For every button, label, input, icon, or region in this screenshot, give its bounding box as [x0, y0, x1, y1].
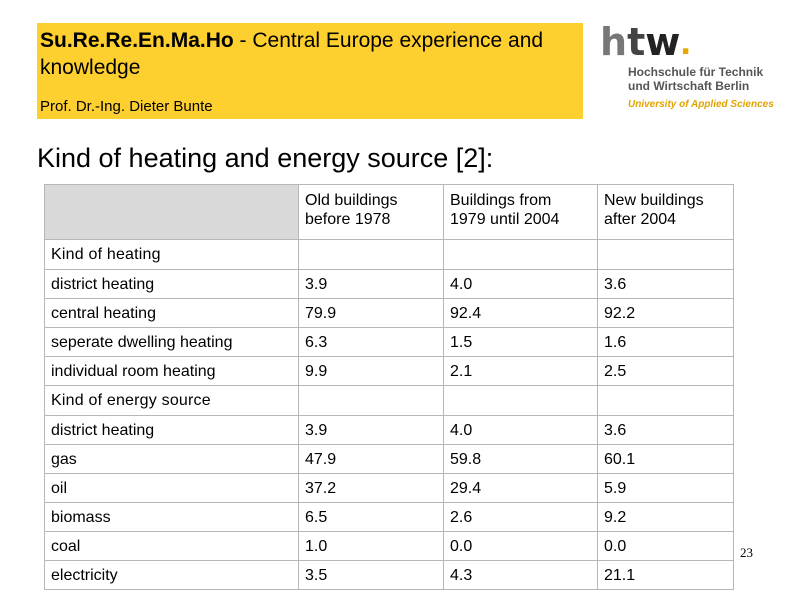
table-cell: 2.5 — [597, 356, 734, 386]
table-cell: 1.0 — [298, 531, 444, 561]
table-cell: 37.2 — [298, 473, 444, 503]
logo-letter-h: h — [600, 20, 628, 64]
header-banner: Su.Re.Re.En.Ma.Ho - Central Europe exper… — [37, 23, 583, 119]
row-label: gas — [44, 444, 299, 474]
table-cell: 9.9 — [298, 356, 444, 386]
table-cell — [298, 385, 444, 416]
row-label: oil — [44, 473, 299, 503]
row-label: coal — [44, 531, 299, 561]
table-corner-cell — [44, 184, 299, 240]
header-title-rest: - Central Europe experience and knowledg… — [40, 29, 544, 79]
table-cell: 6.5 — [298, 502, 444, 532]
table-cell: 1.5 — [443, 327, 598, 357]
table-cell: 4.0 — [443, 269, 598, 299]
heating-table: Old buildings before 1978 Buildings from… — [44, 184, 734, 590]
section-row-energy: Kind of energy source — [44, 385, 734, 416]
table-row: central heating 79.9 92.4 92.2 — [44, 298, 734, 328]
table-cell: 60.1 — [597, 444, 734, 474]
logo-dot-icon: . — [680, 21, 691, 63]
table-cell — [597, 239, 734, 270]
column-header: Old buildings before 1978 — [298, 184, 444, 240]
column-header: Buildings from 1979 until 2004 — [443, 184, 598, 240]
project-name: Su.Re.Re.En.Ma.Ho — [40, 29, 234, 52]
table-cell: 0.0 — [443, 531, 598, 561]
table-cell: 3.6 — [597, 269, 734, 299]
table-cell: 92.2 — [597, 298, 734, 328]
table-cell: 47.9 — [298, 444, 444, 474]
table-cell: 5.9 — [597, 473, 734, 503]
section-label-text: Kind of energy source — [51, 391, 211, 409]
table-cell: 79.9 — [298, 298, 444, 328]
table-cell: 29.4 — [443, 473, 598, 503]
logo-letter-w: w — [645, 20, 681, 64]
table-row: coal 1.0 0.0 0.0 — [44, 531, 734, 561]
table-cell: 92.4 — [443, 298, 598, 328]
table-row: district heating 3.9 4.0 3.6 — [44, 269, 734, 299]
row-label: central heating — [44, 298, 299, 328]
table-cell: 4.3 — [443, 560, 598, 590]
table-cell: 0.0 — [597, 531, 734, 561]
table-cell: 3.5 — [298, 560, 444, 590]
slide-title: Kind of heating and energy source [2]: — [37, 143, 494, 173]
table-cell: 3.9 — [298, 415, 444, 445]
author-name: Prof. Dr.-Ing. Dieter Bunte — [40, 98, 213, 115]
table-cell: 1.6 — [597, 327, 734, 357]
table-cell: 9.2 — [597, 502, 734, 532]
table-cell: 2.6 — [443, 502, 598, 532]
table-cell: 6.3 — [298, 327, 444, 357]
table-cell: 3.9 — [298, 269, 444, 299]
row-label: district heating — [44, 269, 299, 299]
row-label: district heating — [44, 415, 299, 445]
table-row: electricity 3.5 4.3 21.1 — [44, 560, 734, 590]
column-header: New buildings after 2004 — [597, 184, 734, 240]
row-label: biomass — [44, 502, 299, 532]
table-cell: 21.1 — [597, 560, 734, 590]
row-label: seperate dwelling heating — [44, 327, 299, 357]
row-label: electricity — [44, 560, 299, 590]
table-row: seperate dwelling heating 6.3 1.5 1.6 — [44, 327, 734, 357]
table-cell: 3.6 — [597, 415, 734, 445]
table-cell: 4.0 — [443, 415, 598, 445]
header-title: Su.Re.Re.En.Ma.Ho - Central Europe exper… — [40, 27, 580, 81]
table-row: individual room heating 9.9 2.1 2.5 — [44, 356, 734, 386]
section-label: Kind of heating — [44, 239, 299, 270]
table-cell — [443, 239, 598, 270]
table-cell: 2.1 — [443, 356, 598, 386]
table-row: district heating 3.9 4.0 3.6 — [44, 415, 734, 445]
table-cell — [443, 385, 598, 416]
logo-line-2: und Wirtschaft Berlin — [628, 79, 750, 93]
logo-letter-t: t — [627, 20, 646, 64]
table-row: gas 47.9 59.8 60.1 — [44, 444, 734, 474]
section-label-text: Kind of heating — [51, 245, 161, 263]
logo-subline: University of Applied Sciences — [628, 99, 774, 110]
section-row-heating: Kind of heating — [44, 239, 734, 270]
table-header-row: Old buildings before 1978 Buildings from… — [44, 184, 734, 240]
section-label: Kind of energy source — [44, 385, 299, 416]
row-label: individual room heating — [44, 356, 299, 386]
page-number: 23 — [740, 545, 753, 560]
table-cell: 59.8 — [443, 444, 598, 474]
table-row: biomass 6.5 2.6 9.2 — [44, 502, 734, 532]
table-cell — [298, 239, 444, 270]
table-row: oil 37.2 29.4 5.9 — [44, 473, 734, 503]
table-cell — [597, 385, 734, 416]
logo-line-1: Hochschule für Technik — [628, 65, 764, 79]
